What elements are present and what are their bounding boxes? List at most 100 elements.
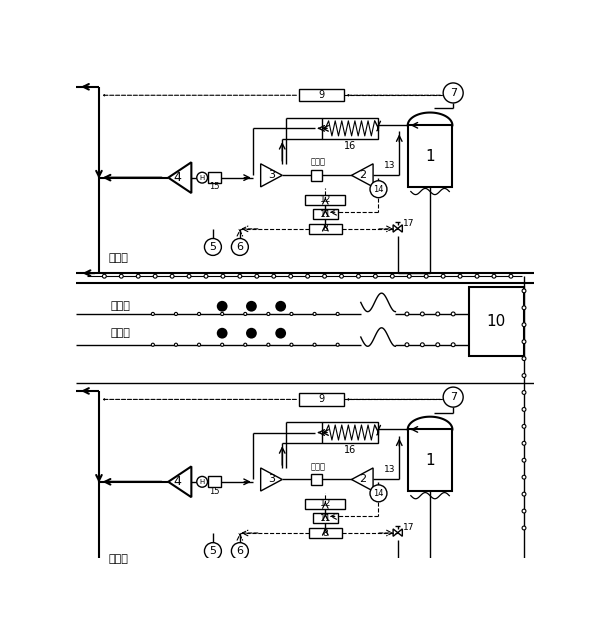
Circle shape xyxy=(475,274,479,278)
Circle shape xyxy=(221,312,224,315)
Circle shape xyxy=(136,579,140,582)
Circle shape xyxy=(322,579,327,582)
Circle shape xyxy=(509,274,513,278)
Circle shape xyxy=(244,312,247,315)
Circle shape xyxy=(509,579,513,582)
Circle shape xyxy=(238,274,242,278)
Text: 12: 12 xyxy=(320,499,331,508)
Circle shape xyxy=(238,579,242,582)
Circle shape xyxy=(205,542,221,559)
Text: 3: 3 xyxy=(268,171,275,181)
Circle shape xyxy=(246,328,257,339)
Circle shape xyxy=(170,579,174,582)
Text: 12: 12 xyxy=(320,195,331,204)
Text: 膨胀机: 膨胀机 xyxy=(311,462,326,471)
Text: 14: 14 xyxy=(373,185,384,194)
Circle shape xyxy=(374,579,377,582)
Text: H: H xyxy=(199,175,205,181)
Circle shape xyxy=(522,357,526,361)
Circle shape xyxy=(289,274,293,278)
Circle shape xyxy=(205,238,221,255)
Circle shape xyxy=(120,274,123,278)
Circle shape xyxy=(340,274,343,278)
Bar xyxy=(312,170,322,181)
Circle shape xyxy=(313,312,316,315)
Circle shape xyxy=(187,274,191,278)
Circle shape xyxy=(436,312,440,316)
Circle shape xyxy=(522,289,526,293)
Circle shape xyxy=(492,274,496,278)
Text: 7: 7 xyxy=(450,88,457,98)
Circle shape xyxy=(136,274,140,278)
Text: 6: 6 xyxy=(236,546,243,556)
Circle shape xyxy=(120,579,123,582)
Circle shape xyxy=(151,343,154,346)
Circle shape xyxy=(187,579,191,582)
Circle shape xyxy=(217,328,227,339)
Circle shape xyxy=(102,579,107,582)
Circle shape xyxy=(356,579,361,582)
Circle shape xyxy=(322,274,327,278)
Bar xyxy=(208,172,221,183)
Circle shape xyxy=(405,312,409,316)
Circle shape xyxy=(370,181,387,198)
Text: 4: 4 xyxy=(174,475,181,488)
Text: 15: 15 xyxy=(209,182,220,191)
Circle shape xyxy=(356,274,361,278)
Circle shape xyxy=(151,312,154,315)
Circle shape xyxy=(289,579,293,582)
Bar xyxy=(322,422,378,443)
Text: 13: 13 xyxy=(384,161,395,170)
Circle shape xyxy=(374,274,377,278)
Circle shape xyxy=(421,312,424,316)
Circle shape xyxy=(255,274,259,278)
Text: 14: 14 xyxy=(373,489,384,498)
Circle shape xyxy=(102,274,107,278)
Text: 7: 7 xyxy=(450,392,457,402)
Circle shape xyxy=(255,579,259,582)
Text: 4: 4 xyxy=(174,171,181,184)
Text: 第二列: 第二列 xyxy=(111,301,130,311)
Text: 9: 9 xyxy=(318,394,324,404)
Text: 15: 15 xyxy=(209,487,220,495)
Circle shape xyxy=(522,323,526,327)
Circle shape xyxy=(522,424,526,428)
Circle shape xyxy=(443,83,463,103)
Text: 17: 17 xyxy=(403,524,414,532)
Circle shape xyxy=(492,579,496,582)
Circle shape xyxy=(408,579,411,582)
Circle shape xyxy=(272,579,275,582)
Circle shape xyxy=(204,579,208,582)
Circle shape xyxy=(221,343,224,346)
Circle shape xyxy=(421,343,424,347)
Bar xyxy=(299,89,344,102)
Circle shape xyxy=(451,343,455,347)
Circle shape xyxy=(522,391,526,394)
Circle shape xyxy=(290,343,293,346)
Circle shape xyxy=(221,579,225,582)
Bar xyxy=(299,393,344,406)
Circle shape xyxy=(370,485,387,502)
Text: 第三列: 第三列 xyxy=(111,328,130,338)
Circle shape xyxy=(405,343,409,347)
Text: 10: 10 xyxy=(487,314,506,329)
Circle shape xyxy=(267,312,270,315)
Circle shape xyxy=(197,477,208,487)
Circle shape xyxy=(198,312,201,315)
Bar xyxy=(408,125,452,187)
Circle shape xyxy=(204,274,208,278)
Circle shape xyxy=(441,579,445,582)
Circle shape xyxy=(275,328,286,339)
Text: 8: 8 xyxy=(322,529,328,537)
Text: 6: 6 xyxy=(236,242,243,252)
Circle shape xyxy=(522,441,526,445)
Text: 1: 1 xyxy=(425,149,435,164)
Bar xyxy=(312,474,322,485)
Text: 11: 11 xyxy=(320,514,331,523)
Circle shape xyxy=(336,312,339,315)
Circle shape xyxy=(272,274,275,278)
Text: 第四列: 第四列 xyxy=(108,554,128,564)
Circle shape xyxy=(275,301,286,312)
Circle shape xyxy=(198,343,201,346)
Circle shape xyxy=(522,526,526,530)
